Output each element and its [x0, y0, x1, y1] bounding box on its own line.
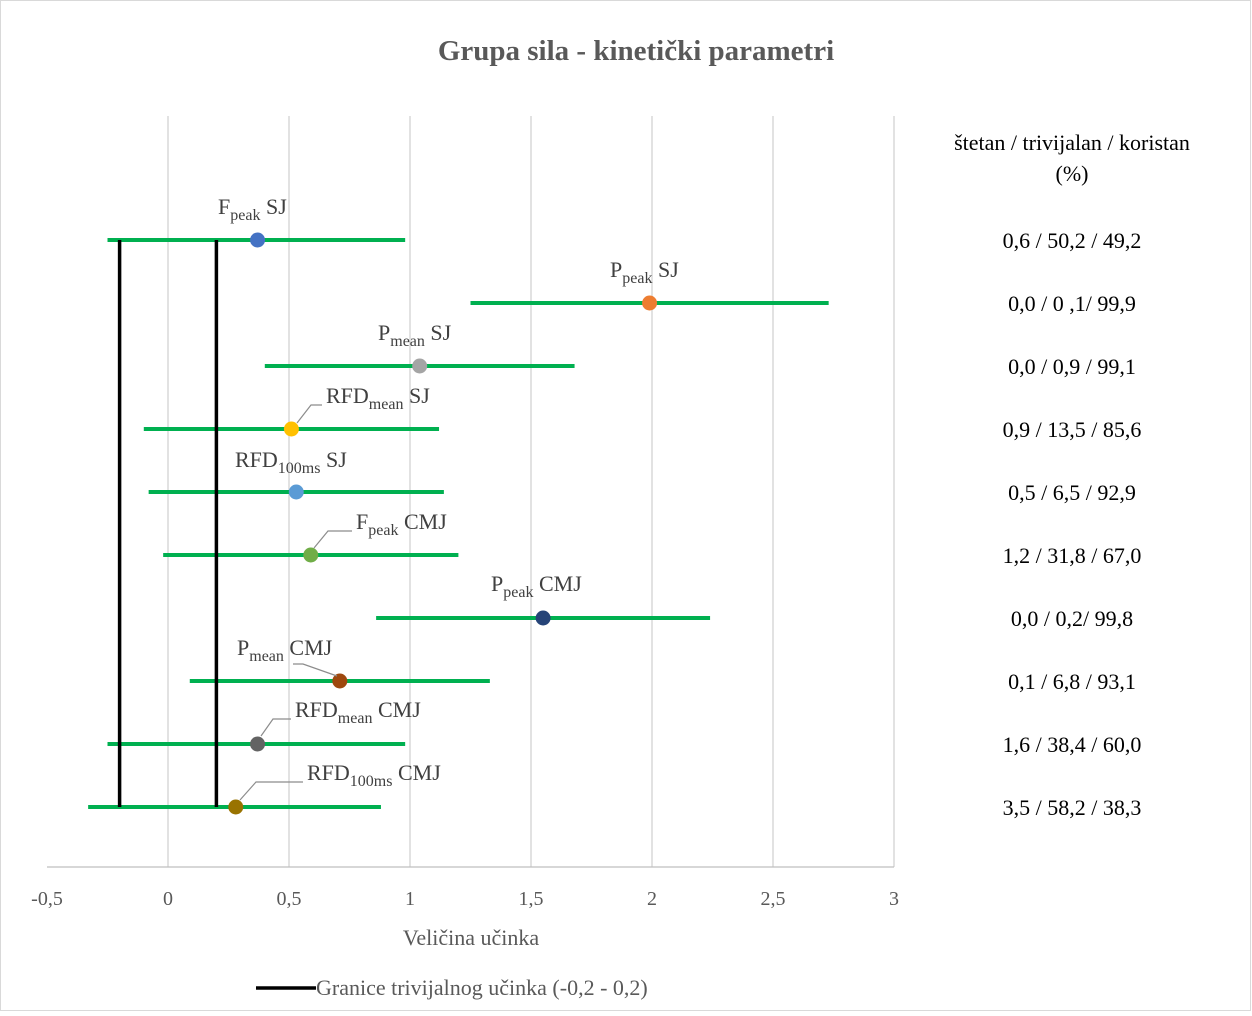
outcome-value: 0,0 / 0,9 / 99,1 — [1008, 354, 1136, 379]
x-tick-label: 1 — [405, 888, 415, 910]
point-label: Pmean CMJ — [237, 635, 333, 665]
leader-line — [239, 781, 303, 801]
leader-line — [260, 718, 291, 737]
point-label: Pmean SJ — [378, 320, 452, 350]
effect-point — [228, 799, 244, 815]
leader-line — [293, 663, 338, 677]
confidence-intervals — [88, 238, 829, 809]
point-label: Fpeak CMJ — [356, 509, 447, 539]
x-tick-label: 2,5 — [761, 888, 786, 910]
outcome-column: štetan / trivijalan / koristan (%) 0,6 /… — [954, 130, 1190, 820]
outcome-value: 0,0 / 0,2/ 99,8 — [1011, 606, 1133, 631]
point-label: Ppeak SJ — [610, 257, 679, 287]
legend: Granice trivijalnog učinka (-0,2 - 0,2) — [256, 975, 648, 1000]
effect-point — [283, 421, 299, 437]
x-axis-label: Veličina učinka — [403, 925, 539, 950]
outcome-header-line2: (%) — [1056, 161, 1089, 186]
chart-title: Grupa sila - kinetički parametri — [438, 35, 834, 67]
outcome-value: 0,5 / 6,5 / 92,9 — [1008, 480, 1136, 505]
x-tick-label: 3 — [889, 888, 899, 910]
outcome-value: 0,0 / 0 ,1/ 99,9 — [1008, 291, 1136, 316]
point-label: RFDmean CMJ — [295, 697, 421, 727]
trivial-effect-thresholds — [117, 240, 219, 807]
x-tick-label: 1,5 — [519, 888, 544, 910]
outcome-header-line1: štetan / trivijalan / koristan — [954, 130, 1190, 155]
effect-point — [642, 295, 658, 311]
effect-point — [332, 673, 348, 689]
x-tick-label: 0 — [163, 888, 173, 910]
outcome-value: 1,2 / 31,8 / 67,0 — [1003, 543, 1142, 568]
x-tick-label: 2 — [647, 888, 657, 910]
effect-point — [250, 232, 266, 248]
legend-label: Granice trivijalnog učinka (-0,2 - 0,2) — [316, 975, 648, 1000]
point-label: RFD100ms SJ — [235, 447, 347, 477]
effect-point — [288, 484, 304, 500]
outcome-value: 0,9 / 13,5 / 85,6 — [1003, 417, 1142, 442]
effect-point — [535, 610, 551, 626]
x-tick-labels: -0,5 0 0,5 1 1,5 2 2,5 3 — [31, 888, 899, 910]
x-tick-label: 0,5 — [277, 888, 302, 910]
outcome-value: 0,6 / 50,2 / 49,2 — [1003, 228, 1142, 253]
leader-line — [313, 530, 352, 549]
point-label: RFD100ms CMJ — [307, 760, 441, 790]
effect-point — [250, 736, 266, 752]
leader-line — [296, 404, 322, 424]
effect-points — [228, 232, 658, 815]
effect-point — [412, 358, 428, 374]
outcome-value: 3,5 / 58,2 / 38,3 — [1003, 795, 1142, 820]
point-label: Ppeak CMJ — [491, 571, 582, 601]
point-label: Fpeak SJ — [218, 194, 287, 224]
effect-point — [303, 547, 319, 563]
point-label: RFDmean SJ — [326, 383, 430, 413]
outcome-value: 1,6 / 38,4 / 60,0 — [1003, 732, 1142, 757]
outcome-value: 0,1 / 6,8 / 93,1 — [1008, 669, 1136, 694]
x-tick-label: -0,5 — [31, 888, 63, 910]
point-labels: Fpeak SJ Ppeak SJ Pmean SJ RFDmean SJ RFD100… — [218, 194, 679, 801]
